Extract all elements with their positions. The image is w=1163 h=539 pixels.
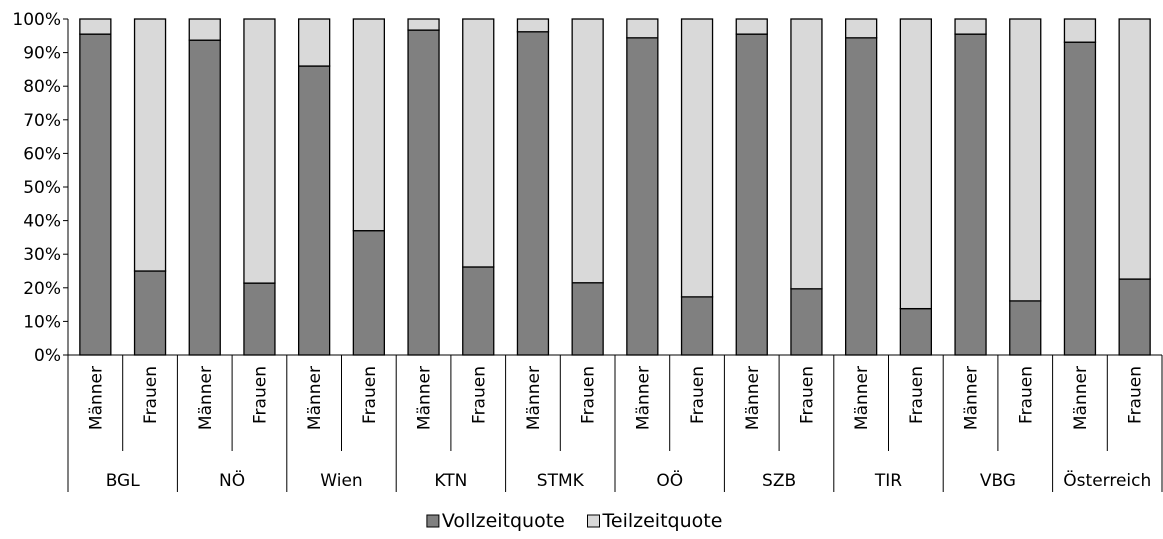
bar-vollzeit-12: [735, 33, 768, 356]
y-tick-label: 40%: [23, 212, 61, 232]
x-group-label: SZB: [762, 471, 796, 491]
x-subcategory-label: Männer: [196, 366, 216, 430]
y-tick-label: 0%: [34, 346, 61, 366]
bar-vollzeit-16: [954, 33, 987, 356]
x-subcategory-label: Frauen: [1016, 366, 1036, 424]
bar-teilzeit-11: [680, 18, 714, 298]
x-subcategory-label: Frauen: [1126, 366, 1146, 424]
x-group-label: OÖ: [656, 469, 683, 491]
x-group-label: VBG: [980, 471, 1016, 491]
bar-vollzeit-17: [1009, 300, 1042, 356]
bar-vollzeit-14: [845, 37, 878, 356]
x-group-label: STMK: [537, 471, 585, 491]
x-subcategory-label: Männer: [524, 366, 544, 430]
x-group-label: NÖ: [219, 469, 245, 491]
bar-teilzeit-14: [845, 18, 878, 39]
bar-teilzeit-8: [516, 18, 550, 33]
bar-vollzeit-0: [79, 33, 112, 356]
x-subcategory-label: Frauen: [579, 366, 599, 424]
bar-vollzeit-18: [1063, 41, 1097, 356]
x-subcategory-label: Frauen: [797, 366, 817, 424]
x-subcategory-label: Frauen: [469, 366, 489, 424]
x-subcategory-label: Männer: [415, 366, 435, 430]
legend-label-vollzeit: Vollzeitquote: [442, 510, 565, 532]
bars-layer: [79, 18, 1151, 356]
bar-vollzeit-10: [626, 37, 659, 356]
x-subcategory-label: Frauen: [250, 366, 270, 424]
bar-vollzeit-7: [462, 266, 495, 356]
y-tick-label: 50%: [23, 178, 61, 198]
bar-vollzeit-3: [243, 282, 276, 356]
x-subcategory-label: Männer: [633, 366, 653, 430]
bar-vollzeit-15: [899, 307, 932, 356]
bar-teilzeit-3: [243, 18, 276, 284]
bar-vollzeit-6: [407, 29, 440, 356]
x-group-label: TIR: [874, 471, 902, 491]
axes-layer: 0% 10% 20% 30% 40% 50% 60% 70% 80% 90% 100% Männer F…: [12, 10, 1163, 492]
bar-teilzeit-9: [571, 18, 604, 284]
bar-teilzeit-18: [1063, 18, 1097, 43]
legend-swatch-vollzeit: [426, 514, 440, 528]
bar-teilzeit-7: [462, 18, 495, 268]
x-group-label: BGL: [106, 471, 141, 491]
bar-vollzeit-11: [680, 296, 714, 356]
bar-teilzeit-13: [790, 18, 823, 290]
bar-teilzeit-12: [735, 18, 768, 35]
bar-vollzeit-13: [790, 288, 823, 356]
bar-vollzeit-8: [516, 31, 550, 356]
bar-teilzeit-2: [188, 18, 221, 41]
y-tick-label: 10%: [23, 312, 61, 332]
y-tick-label: 30%: [23, 245, 61, 265]
x-subcategory-label: Frauen: [907, 366, 927, 424]
x-subcategory-label: Männer: [743, 366, 763, 430]
bar-teilzeit-5: [352, 18, 386, 232]
x-subcategory-label: Männer: [962, 366, 982, 430]
bar-teilzeit-15: [899, 18, 932, 310]
x-group-label: KTN: [434, 471, 467, 491]
y-tick-label: 60%: [23, 144, 61, 164]
x-subcategory-label: Frauen: [688, 366, 708, 424]
x-group-label: Österreich: [1063, 469, 1151, 491]
bar-teilzeit-17: [1009, 18, 1042, 302]
y-tick-label: 90%: [23, 44, 61, 64]
x-subcategory-label: Männer: [852, 366, 872, 430]
bar-vollzeit-2: [188, 39, 221, 356]
y-tick-label: 70%: [23, 111, 61, 131]
bar-teilzeit-1: [133, 18, 167, 272]
y-tick-label: 100%: [12, 10, 61, 30]
bar-vollzeit-1: [133, 270, 167, 356]
x-subcategory-label: Männer: [1071, 366, 1091, 430]
bar-vollzeit-5: [352, 230, 386, 356]
x-subcategory-label: Frauen: [141, 366, 161, 424]
x-subcategory-label: Frauen: [360, 366, 380, 424]
bar-teilzeit-10: [626, 18, 659, 39]
bar-teilzeit-4: [297, 18, 331, 67]
x-group-label: Wien: [320, 471, 362, 491]
bar-vollzeit-19: [1118, 278, 1151, 356]
y-tick-label: 20%: [23, 279, 61, 299]
legend-label-teilzeit: Teilzeitquote: [602, 510, 723, 532]
bar-teilzeit-0: [79, 18, 112, 35]
x-subcategory-label: Männer: [305, 366, 325, 430]
legend-swatch-teilzeit: [587, 514, 600, 528]
bar-teilzeit-16: [954, 18, 987, 35]
bar-teilzeit-6: [407, 18, 440, 31]
bar-vollzeit-9: [571, 282, 604, 356]
bar-vollzeit-4: [297, 65, 331, 356]
x-subcategory-label: Männer: [86, 366, 106, 430]
legend: Vollzeitquote Teilzeitquote: [426, 510, 723, 532]
y-tick-label: 80%: [23, 77, 61, 97]
bar-teilzeit-19: [1118, 18, 1151, 280]
